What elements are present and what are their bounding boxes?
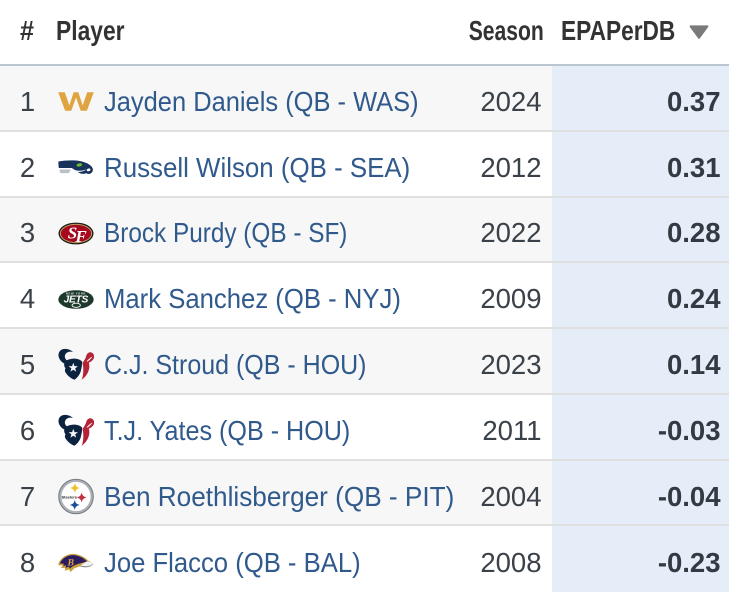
svg-text:Steelers: Steelers	[62, 494, 78, 499]
svg-text:JETS: JETS	[64, 294, 89, 305]
svg-text:S: S	[68, 224, 77, 243]
svg-text:NEW YORK: NEW YORK	[66, 291, 86, 295]
svg-text:B: B	[67, 557, 75, 568]
svg-text:F: F	[74, 227, 87, 245]
